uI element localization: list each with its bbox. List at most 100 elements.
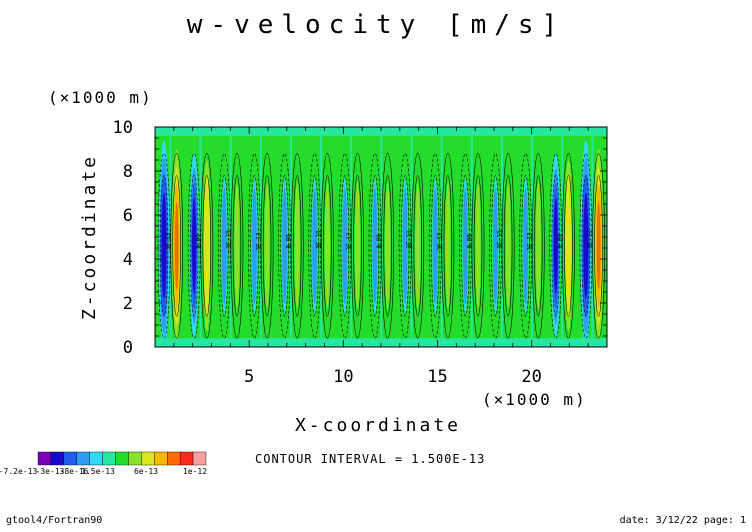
downdraft-band [523, 187, 529, 305]
updraft-band [596, 201, 601, 290]
contour-line [290, 153, 304, 339]
axes: 5 10 15 20 0 2 4 6 8 10 X-coordinate Z-coordinate [79, 118, 608, 436]
contour-line [172, 175, 181, 317]
contour-line [531, 153, 545, 339]
contour-line [338, 153, 352, 339]
contour-label: 3E-13 [436, 232, 443, 250]
contour-line [260, 153, 274, 339]
contour-line [551, 175, 560, 317]
colorbar-swatch [102, 451, 116, 466]
contour-line [428, 153, 442, 339]
bottom-strip [155, 338, 607, 347]
colorbar: -7.2e-13-3e-13-8e-161.5e-13 6e-13 1e-12 [0, 451, 207, 476]
contour-line [383, 175, 392, 317]
colorbar-label: -3e-13 [36, 467, 65, 476]
contour-interval: CONTOUR INTERVAL = 1.500E-13 [255, 452, 486, 466]
contour-line [250, 175, 259, 317]
contour-label: -3E-13 [587, 230, 594, 252]
downdraft-band [221, 187, 227, 305]
contour-line [441, 153, 455, 339]
downdraft-band [342, 187, 348, 305]
updraft-band [445, 182, 451, 309]
updraft-band [294, 182, 300, 309]
colorbar-swatch [167, 451, 181, 466]
updraft-band [324, 182, 331, 309]
x-axis-label: X-coordinate [295, 415, 461, 436]
footer-right: date: 3/12/22 page: 1 [619, 515, 746, 526]
contour-line [491, 175, 500, 317]
contour-line [534, 175, 543, 317]
downdraft-band [432, 187, 438, 305]
colorbar-swatch [76, 451, 90, 466]
colorbar-swatch [154, 451, 168, 466]
footer-left: gtool4/Fortran90 [6, 515, 103, 526]
contour-line [187, 153, 201, 339]
colorbar-swatch [141, 451, 155, 466]
contour-line [489, 153, 502, 339]
updraft-band [264, 182, 270, 309]
y-tick-label: 10 [113, 118, 133, 138]
contour-label: 3E-13 [346, 232, 353, 250]
colorbar-label: 1e-12 [183, 467, 207, 476]
x-tick-label: 20 [521, 367, 541, 387]
contour-line [431, 175, 440, 317]
updraft-band [475, 182, 481, 309]
y-tick-label: 8 [123, 162, 133, 182]
y-axis-label: Z-coordinate [79, 154, 100, 320]
contour-line [398, 153, 412, 339]
contour-line [262, 175, 272, 317]
y-tick-label: 6 [123, 206, 133, 226]
updraft-band [535, 182, 541, 309]
updraft-band [234, 182, 240, 309]
contour-line [549, 153, 563, 339]
colorbar-swatch [115, 451, 129, 466]
downdraft-band [402, 187, 408, 305]
colorbar-label: 1.5e-13 [81, 467, 115, 476]
contour-line [579, 153, 593, 339]
contour-line [370, 175, 380, 317]
contour-line [592, 153, 605, 339]
updraft-band [565, 175, 572, 317]
contour-label: -3E-13 [316, 230, 323, 252]
contour-line [503, 175, 513, 317]
x-tick-label: 5 [244, 367, 254, 387]
colorbar-swatch [63, 451, 77, 466]
contour-line [280, 175, 289, 317]
contour-line [310, 175, 319, 317]
contour-line [459, 153, 472, 339]
updraft-band [415, 182, 421, 309]
contour-line [230, 153, 244, 339]
contour-label: -3E-13 [225, 230, 232, 252]
contour-label: 0.00 [195, 234, 202, 249]
contour-line [564, 175, 573, 317]
contour-line [471, 153, 485, 339]
colorbar-swatch [37, 451, 52, 466]
colorbar-label: -8e-16 [60, 467, 89, 476]
contour-line [351, 153, 364, 339]
colorbar-swatch [192, 451, 207, 466]
downdraft-band [282, 187, 288, 305]
contour-line [562, 153, 575, 339]
contour-line [189, 175, 199, 317]
updraft-band [505, 182, 511, 309]
chart-title: w-velocity [m/s] [186, 10, 566, 40]
contour-line [473, 175, 483, 317]
contour-label: 0.00 [286, 234, 293, 249]
contour-label: 3E-13 [165, 232, 172, 250]
downdraft-band [372, 187, 378, 305]
colorbar-swatch [89, 451, 103, 466]
downdraft-band [493, 187, 498, 305]
contour-label: 3E-13 [527, 232, 534, 250]
contour-line [519, 153, 532, 339]
colorbar-swatch [50, 451, 65, 466]
contour-line [220, 175, 229, 317]
contour-line [381, 153, 394, 339]
contour-line [321, 153, 334, 339]
contour-line [368, 153, 382, 339]
colorbar-label: -7.2e-13 [0, 467, 37, 476]
contour-line [411, 153, 425, 339]
contour-line [308, 153, 322, 339]
contour-line [217, 153, 231, 339]
downdraft-band [462, 187, 468, 305]
